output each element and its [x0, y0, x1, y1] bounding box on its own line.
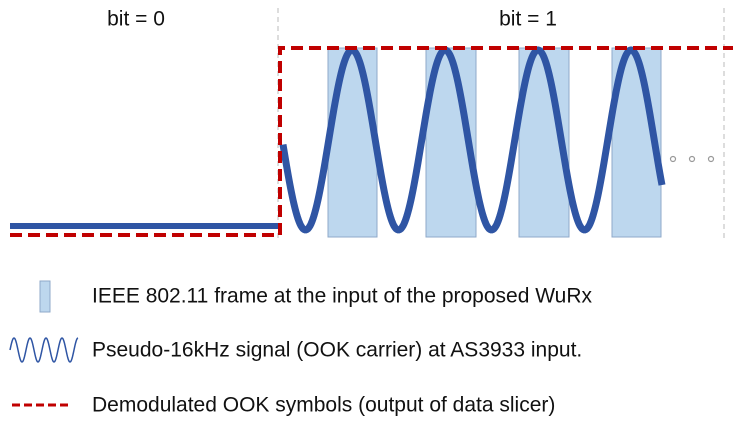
carrier-wave [279, 46, 666, 234]
frame [327, 47, 378, 238]
legend-label: Pseudo-16kHz signal (OOK carrier) at AS3… [92, 339, 582, 362]
bit-label: bit = 1 [499, 8, 557, 31]
legend-frame-icon [39, 280, 51, 313]
ellipsis [669, 155, 715, 163]
legend-label: Demodulated OOK symbols (output of data … [92, 394, 555, 417]
bit-label: bit = 0 [107, 8, 165, 31]
ook-symbols [10, 46, 733, 237]
legend-wave-icon [9, 337, 79, 363]
legend-label: IEEE 802.11 frame at the input of the pr… [92, 285, 593, 308]
